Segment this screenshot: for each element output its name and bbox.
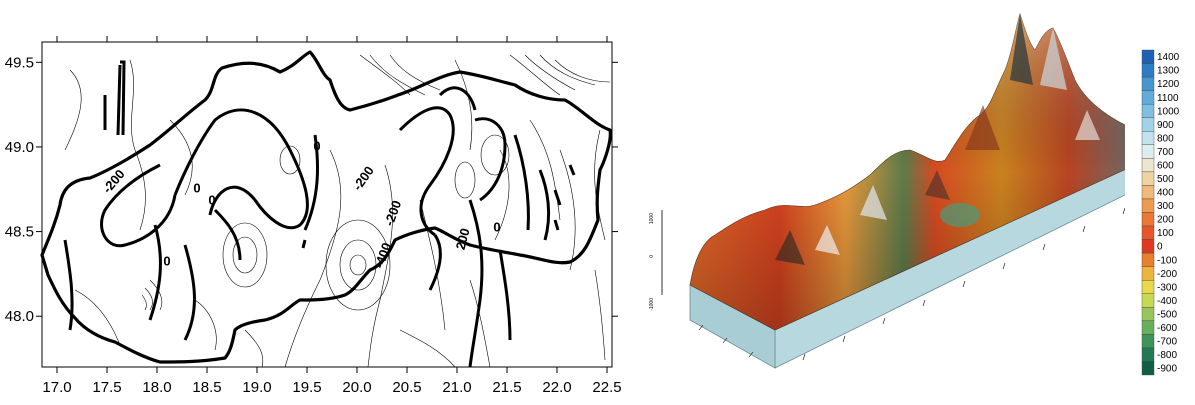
colorbar-swatch	[1141, 185, 1155, 200]
colorbar-label: -400	[1157, 296, 1177, 307]
contour-label: -200	[350, 163, 377, 193]
x-tick-label: 22.0	[542, 379, 571, 396]
x-tick-label: 17.0	[42, 379, 71, 396]
colorbar-label: 500	[1157, 174, 1174, 185]
x-tick-label: 19.0	[242, 379, 271, 396]
colorbar-label: 800	[1157, 133, 1174, 144]
colorbar-swatch	[1141, 293, 1155, 308]
x-tick-label: 20.0	[342, 379, 371, 396]
colorbar-label: 200	[1157, 215, 1174, 226]
contour-label: -400	[371, 241, 394, 271]
contour-lines	[40, 50, 612, 368]
colorbar-swatch	[1141, 103, 1155, 118]
x-tick-label: 20.5	[392, 379, 421, 396]
colorbar-swatch	[1141, 280, 1155, 294]
surface-terrain	[689, 12, 1125, 331]
contour-label: -200	[381, 198, 404, 228]
colorbar-label: -300	[1157, 282, 1177, 293]
colorbar-swatch	[1141, 171, 1155, 186]
colorbar-labels: 1400130012001100100090080070060050040030…	[1157, 52, 1180, 374]
colorbar-label: -700	[1157, 337, 1177, 348]
x-tick-label: 18.5	[192, 379, 221, 396]
colorbar-label: 700	[1157, 147, 1174, 158]
x-tick-label: 19.5	[292, 379, 321, 396]
colorbar-swatch	[1141, 117, 1155, 132]
colorbar-swatch	[1141, 266, 1155, 281]
map-ticks: 17.0 17.5 18.0 18.5 19.0 19.5 20.0 20.5 21.0 21.5…	[5, 36, 622, 396]
contour-label: 0	[208, 193, 215, 208]
contour-label: 0	[163, 253, 170, 268]
y-tick-label: 49.0	[5, 139, 34, 156]
x-tick-label: 21.0	[442, 379, 471, 396]
colorbar-label: 1400	[1157, 52, 1180, 63]
y-tick-label: 48.0	[5, 308, 34, 325]
x-tick-label: 18.0	[142, 379, 171, 396]
colorbar-label: 1200	[1157, 79, 1180, 90]
surface-3d-view: 1000 0 -1000	[649, 12, 1125, 369]
y-tick-label: 48.5	[5, 224, 34, 241]
colorbar-swatch	[1141, 334, 1155, 349]
colorbar-label: 400	[1157, 188, 1174, 199]
colorbar-swatch	[1141, 131, 1155, 145]
colorbar-swatch	[1141, 225, 1155, 240]
colorbar-label: -900	[1157, 364, 1177, 375]
colorbar-swatch	[1141, 361, 1155, 376]
contour-map: 17.0 17.5 18.0 18.5 19.0 19.5 20.0 20.5 21.0 21.5…	[5, 36, 622, 396]
map-frame	[41, 41, 613, 368]
y-tick-label: 49.5	[5, 54, 34, 71]
contour-label: 0	[313, 138, 320, 153]
colorbar-swatch	[1141, 239, 1155, 254]
colorbar-swatch	[1141, 320, 1155, 335]
colorbar-swatch	[1141, 158, 1155, 173]
colorbar-swatches	[1141, 49, 1155, 376]
colorbar-label: -200	[1157, 269, 1177, 280]
colorbar: 1400130012001100100090080070060050040030…	[1141, 49, 1180, 376]
x-tick-label: 17.5	[92, 379, 121, 396]
colorbar-label: 300	[1157, 201, 1174, 212]
colorbar-label: 100	[1157, 228, 1174, 239]
contour-label: 0	[193, 181, 200, 196]
colorbar-label: -100	[1157, 255, 1177, 266]
colorbar-swatch	[1141, 347, 1155, 362]
colorbar-label: 1300	[1157, 66, 1180, 77]
colorbar-label: -800	[1157, 350, 1177, 361]
colorbar-label: -500	[1157, 309, 1177, 320]
colorbar-swatch	[1141, 49, 1155, 64]
colorbar-label: 1000	[1157, 106, 1180, 117]
colorbar-swatch	[1141, 307, 1155, 322]
colorbar-swatch	[1141, 90, 1155, 105]
colorbar-label: 900	[1157, 120, 1174, 131]
colorbar-label: 600	[1157, 160, 1174, 171]
x-tick-label: 22.5	[592, 379, 621, 396]
contour-label: 0	[493, 220, 500, 235]
x-tick-label: 21.5	[492, 379, 521, 396]
colorbar-swatch	[1141, 76, 1155, 91]
colorbar-label: 1100	[1157, 93, 1179, 104]
colorbar-swatch	[1141, 198, 1155, 213]
colorbar-label: 0	[1157, 242, 1163, 253]
surface-z-tick-0: 0	[649, 255, 655, 258]
colorbar-label: -600	[1157, 323, 1177, 334]
surface-axes: 1000 0 -1000	[649, 207, 1125, 361]
colorbar-swatch	[1141, 63, 1155, 78]
colorbar-swatch	[1141, 252, 1155, 267]
colorbar-swatch	[1141, 212, 1155, 227]
surface-z-tick-1000: 1000	[649, 213, 655, 224]
colorbar-swatch	[1141, 144, 1155, 159]
contour-label: 200	[453, 226, 473, 251]
surface-z-tick-minus-1000: -1000	[649, 298, 655, 311]
